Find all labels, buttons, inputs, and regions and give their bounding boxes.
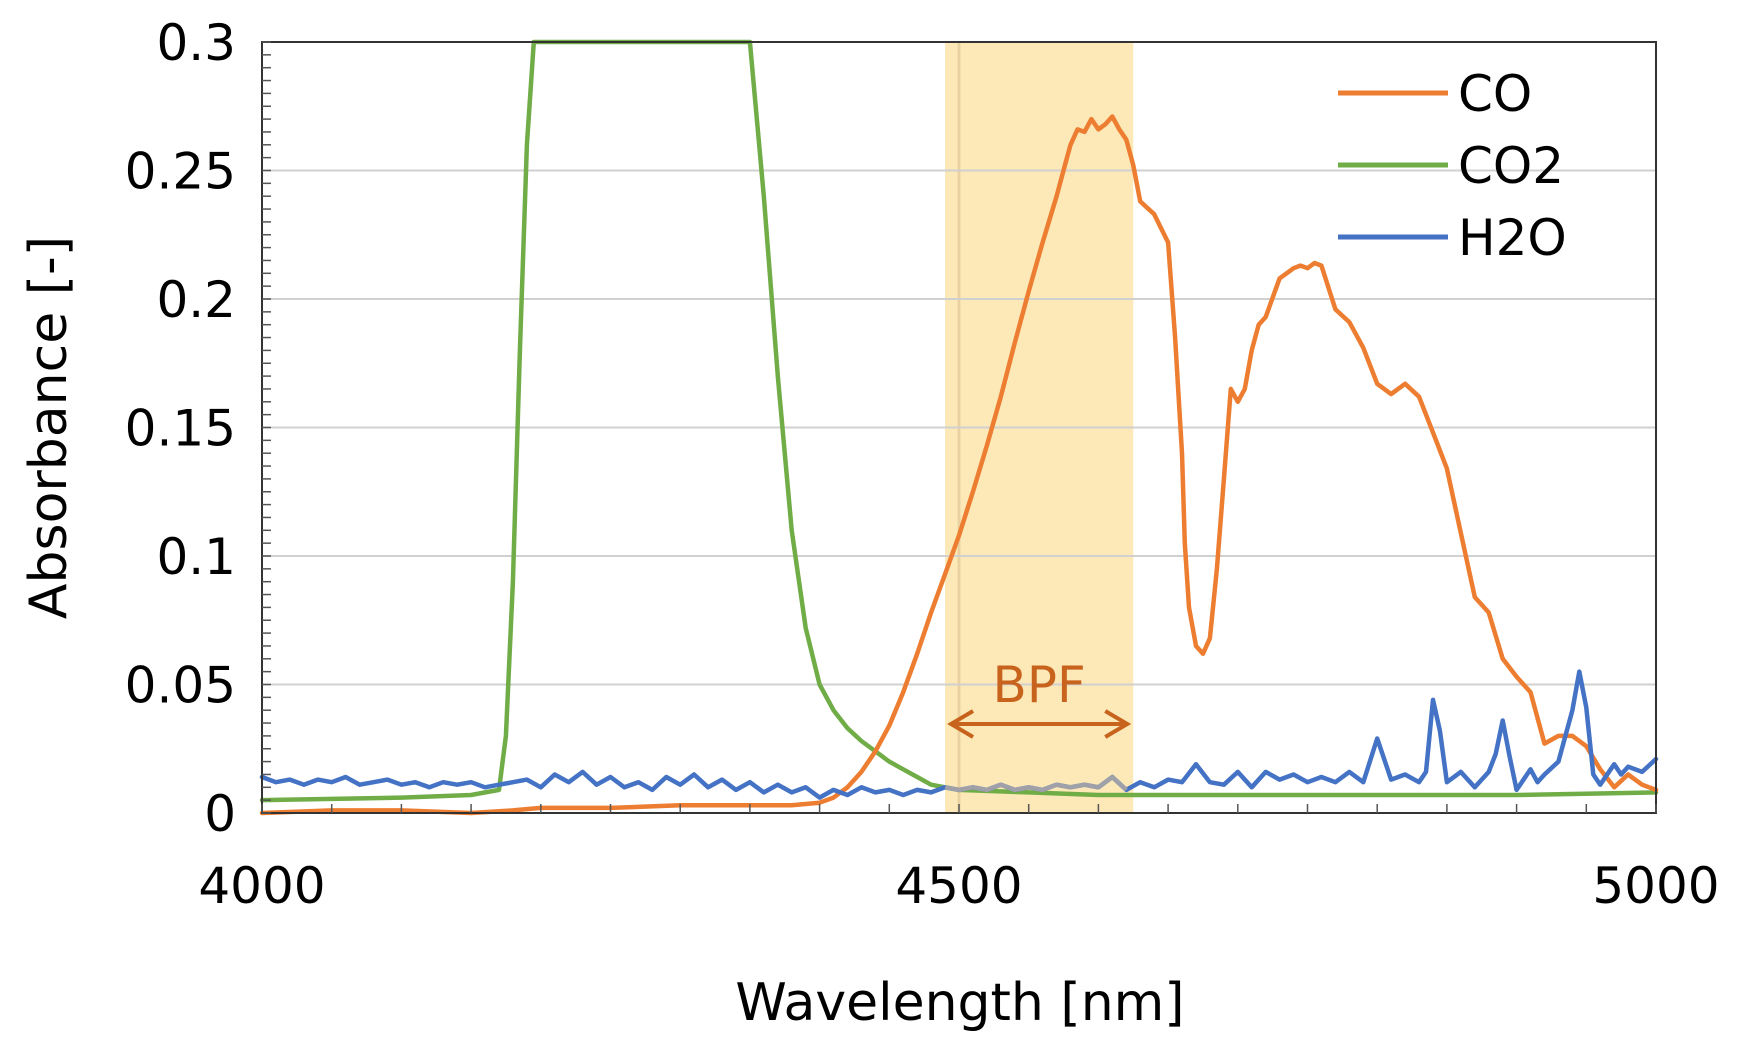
y-tick-label: 0 [204, 785, 236, 843]
bpf-label: BPF [993, 656, 1086, 714]
y-tick-label: 0.1 [156, 528, 236, 586]
y-tick-label: 0.2 [156, 271, 236, 329]
y-tick-label: 0.05 [125, 657, 236, 715]
series-line-co [259, 114, 1659, 816]
series-line-h2o-in-band [944, 774, 1128, 793]
y-tick-label: 0.3 [156, 14, 236, 72]
y-axis-title: Absorbance [-] [19, 236, 79, 619]
y-tick-label: 0.25 [125, 143, 236, 201]
x-tick-label: 5000 [1592, 857, 1719, 915]
x-tick-label: 4000 [198, 857, 325, 915]
legend-label-co: CO [1458, 65, 1532, 123]
x-axis-title: Wavelength [nm] [735, 973, 1184, 1033]
bpf-arrow-left-head [947, 709, 975, 739]
x-tick-label: 4500 [895, 857, 1022, 915]
y-tick-label: 0.15 [125, 400, 236, 458]
legend-label-h2o: H2O [1458, 209, 1567, 267]
legend-label-co2: CO2 [1458, 137, 1564, 195]
series-line-co2 [259, 39, 1659, 803]
bpf-arrow-right-head [1104, 709, 1132, 739]
